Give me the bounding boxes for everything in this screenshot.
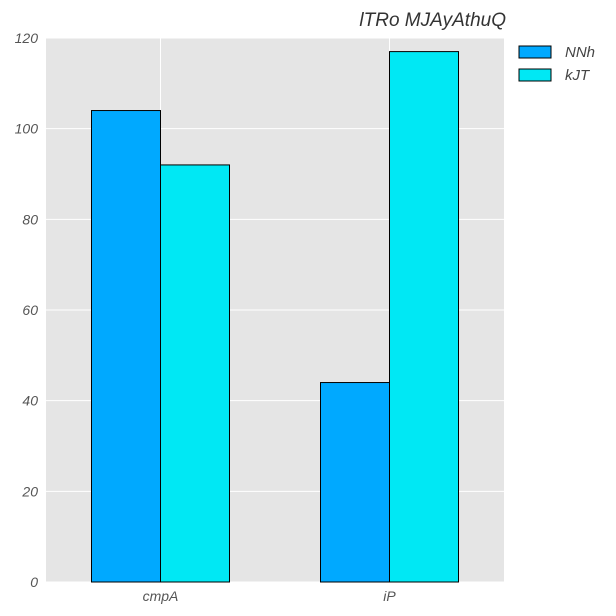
legend-swatch — [518, 45, 552, 59]
y-tick-label: 0 — [30, 574, 38, 590]
legend-label: kJT — [565, 67, 591, 84]
y-tick-label: 120 — [15, 30, 39, 46]
bar — [160, 164, 230, 583]
y-tick-label: 40 — [22, 393, 38, 409]
y-axis-ticks: 0 20 40 60 80 100 120 — [15, 30, 39, 590]
chart-title: lTRo MJAyAthuQ — [359, 10, 506, 31]
y-tick-label: 100 — [15, 121, 39, 137]
legend: NNh kJT — [518, 44, 595, 84]
y-tick-label: 20 — [21, 483, 38, 499]
bar — [389, 51, 459, 583]
bars — [91, 51, 459, 583]
x-tick-label: cmpA — [143, 588, 179, 604]
y-tick-label: 80 — [22, 211, 38, 227]
bar — [320, 382, 390, 583]
legend-label: NNh — [565, 44, 595, 61]
legend-swatch — [518, 68, 552, 82]
y-tick-label: 60 — [22, 302, 38, 318]
x-axis-ticks: cmpA iP — [143, 588, 397, 604]
x-tick-label: iP — [383, 588, 396, 604]
bar — [91, 110, 161, 583]
